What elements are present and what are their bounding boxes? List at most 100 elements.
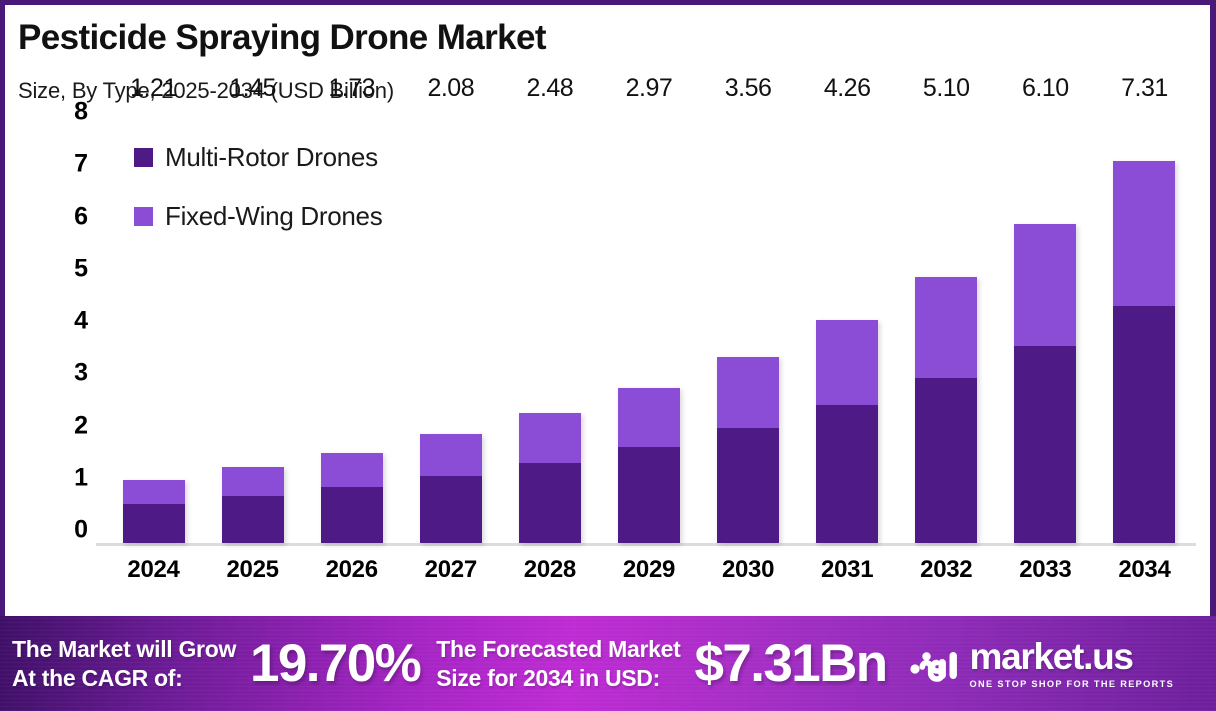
y-axis-tick: 3 — [74, 358, 88, 387]
bar-segment-multi-rotor[interactable] — [122, 503, 185, 543]
bar-segment-fixed-wing[interactable] — [617, 387, 680, 447]
bar-segment-multi-rotor[interactable] — [617, 446, 680, 543]
bar-group: 1.21 1.45 1.73 2.08 2.48 2.97 3.56 4.26 5.10 6.10… — [104, 74, 1194, 543]
bar-column[interactable]: 2.08 — [401, 74, 500, 543]
bar-segment-multi-rotor[interactable] — [221, 495, 284, 543]
bar-segment-multi-rotor[interactable] — [915, 377, 978, 543]
bar-segment-fixed-wing[interactable] — [122, 479, 185, 504]
x-axis-line — [96, 543, 1196, 546]
bar-stack — [1113, 161, 1176, 543]
x-axis-label: 2034 — [1118, 556, 1171, 583]
brand-text: market.us ONE STOP SHOP FOR THE REPORTS — [970, 638, 1175, 689]
bar-stack — [518, 413, 581, 543]
bar-stack — [915, 276, 978, 543]
chart-plot-area: 0 1 2 3 4 5 6 7 8 Multi-Rotor Drones Fixed-Wing D… — [0, 74, 1216, 602]
frame-border-left — [0, 0, 5, 616]
bar-column[interactable]: 4.26 — [798, 74, 897, 543]
bar-segment-fixed-wing[interactable] — [518, 413, 581, 463]
bar-segment-fixed-wing[interactable] — [1014, 224, 1077, 346]
bar-column[interactable]: 1.73 — [302, 74, 401, 543]
bar-segment-fixed-wing[interactable] — [419, 434, 482, 476]
bar-value-label: 3.56 — [724, 74, 772, 102]
bar-value-label: 1.73 — [328, 74, 376, 102]
y-axis-tick: 2 — [74, 411, 88, 439]
y-axis-tick: 1 — [74, 463, 88, 492]
bar-stack — [816, 320, 879, 543]
bar-stack — [320, 452, 383, 543]
legend-label: Multi-Rotor Drones — [165, 142, 378, 172]
cagr-caption-line2: At the CAGR of: — [12, 664, 183, 691]
legend-swatch-icon — [134, 207, 153, 226]
bar-column[interactable]: 6.10 — [996, 74, 1095, 543]
bar-segment-multi-rotor[interactable] — [320, 487, 383, 543]
x-axis-label: 2033 — [1019, 556, 1072, 583]
bar-segment-fixed-wing[interactable] — [1113, 161, 1176, 307]
y-axis-tick: 6 — [74, 202, 88, 230]
bar-segment-multi-rotor[interactable] — [1113, 306, 1176, 543]
legend-swatch-icon — [134, 148, 153, 167]
market-us-logo-icon — [909, 651, 957, 682]
bar-segment-fixed-wing[interactable] — [816, 320, 879, 406]
x-axis-label: 2024 — [127, 556, 180, 583]
bar-segment-multi-rotor[interactable] — [816, 405, 879, 543]
x-axis-label: 2030 — [721, 556, 775, 583]
forecast-caption-line2: Size for 2034 in USD: — [436, 664, 660, 691]
brand-tagline: ONE STOP SHOP FOR THE REPORTS — [969, 679, 1175, 689]
x-axis-label: 2028 — [523, 556, 577, 583]
bar-segment-fixed-wing[interactable] — [717, 357, 780, 428]
bar-segment-fixed-wing[interactable] — [915, 276, 978, 378]
bar-segment-multi-rotor[interactable] — [419, 475, 482, 543]
bar-column[interactable]: 5.10 — [897, 74, 996, 543]
x-axis-label: 2029 — [622, 556, 676, 583]
x-axis-label: 2025 — [226, 556, 279, 583]
bar-segment-fixed-wing[interactable] — [320, 452, 383, 488]
frame-border-right — [1210, 0, 1216, 616]
y-axis-tick: 8 — [74, 97, 88, 126]
y-axis-tick: 4 — [74, 306, 88, 335]
forecast-caption: The Forecasted Market Size for 2034 in U… — [436, 635, 681, 693]
legend-label: Fixed-Wing Drones — [165, 201, 383, 231]
bar-segment-multi-rotor[interactable] — [1014, 345, 1077, 543]
bar-column[interactable]: 3.56 — [699, 74, 798, 543]
bar-value-label: 1.21 — [130, 74, 177, 102]
bar-stack — [617, 387, 680, 543]
bar-value-label: 4.26 — [823, 74, 871, 102]
x-axis-label: 2027 — [424, 556, 478, 583]
bar-column[interactable]: 2.48 — [500, 74, 599, 543]
brand-logo[interactable]: market.us ONE STOP SHOP FOR THE REPORTS — [909, 638, 1175, 689]
bar-value-label: 1.45 — [229, 74, 276, 102]
cagr-caption: The Market will Grow At the CAGR of: — [12, 635, 236, 693]
x-axis-label: 2026 — [325, 556, 379, 583]
bar-segment-multi-rotor[interactable] — [717, 427, 780, 543]
cagr-value: 19.70% — [250, 634, 422, 693]
x-axis-labels: 2024 2025 2026 2027 2028 2029 2030 2031 2032 2033… — [104, 556, 1194, 584]
bar-segment-fixed-wing[interactable] — [221, 467, 284, 496]
bar-value-label: 2.48 — [526, 74, 574, 102]
bar-column[interactable]: 2.97 — [599, 74, 698, 543]
x-axis-label: 2032 — [920, 556, 973, 583]
bar-column[interactable]: 1.45 — [203, 74, 302, 543]
brand-name: market.us — [969, 636, 1134, 677]
legend-item[interactable]: Multi-Rotor Drones — [134, 142, 382, 173]
page-subtitle: Size, By Type, 2025-2034 (USD Billion) — [18, 78, 394, 103]
bar-column[interactable]: 7.31 — [1095, 74, 1194, 543]
bar-value-label: 2.08 — [427, 74, 475, 102]
chart-legend: Multi-Rotor Drones Fixed-Wing Drones — [134, 142, 383, 260]
bar-column[interactable]: 1.21 — [104, 74, 203, 543]
bar-stack — [122, 479, 185, 543]
bar-stack — [221, 467, 284, 543]
bar-segment-multi-rotor[interactable] — [518, 462, 581, 543]
forecast-caption-line1: The Forecasted Market — [436, 635, 681, 662]
y-axis-tick: 7 — [74, 149, 88, 178]
bar-value-label: 5.10 — [922, 74, 970, 102]
bar-stack — [717, 357, 780, 543]
forecast-value: $7.31Bn — [694, 634, 888, 693]
y-axis-tick: 5 — [74, 254, 88, 283]
bar-value-label: 2.97 — [625, 74, 673, 102]
legend-item[interactable]: Fixed-Wing Drones — [134, 201, 383, 232]
y-axis-tick: 0 — [74, 515, 88, 544]
frame-border-top — [0, 0, 1216, 5]
bar-value-label: 6.10 — [1022, 74, 1069, 102]
x-axis-label: 2031 — [821, 556, 874, 583]
